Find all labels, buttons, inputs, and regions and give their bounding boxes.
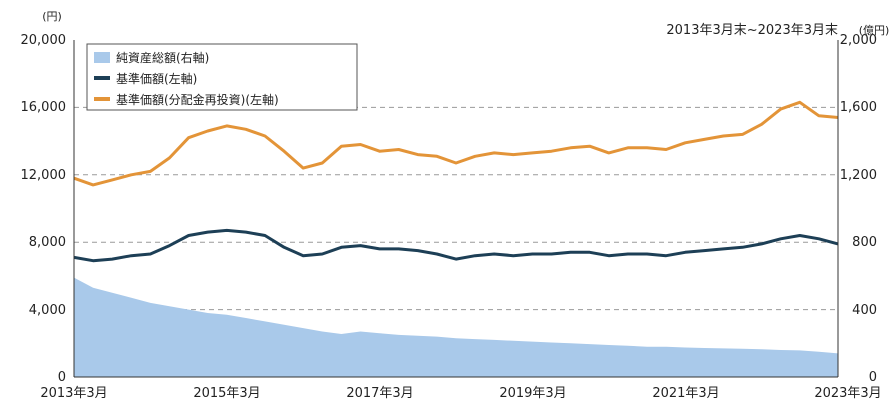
x-ticks: 2013年3月 2015年3月 2017年3月 2019年3月 2021年3月 … — [40, 386, 881, 401]
x-tick: 2021年3月 — [652, 386, 719, 401]
x-tick: 2023年3月 — [814, 386, 881, 401]
right-y-tick: 0 — [869, 370, 877, 385]
left-y-tick: 12,000 — [21, 168, 67, 183]
left-axis-unit: (円) — [42, 10, 62, 23]
series-line — [73, 100, 839, 187]
right-y-tick: 400 — [852, 303, 877, 318]
left-y-tick: 20,000 — [21, 33, 67, 48]
legend-box — [86, 43, 358, 111]
right-y-tick: 2,000 — [840, 33, 877, 48]
legend: 純資産総額(右軸) 基準価額(左軸) 基準価額(分配金再投資)(左軸) — [86, 43, 358, 111]
legend-label-nav: 基準価額(左軸) — [116, 71, 197, 86]
left-y-tick: 8,000 — [29, 235, 66, 250]
legend-label-net-assets: 純資産総額(右軸) — [116, 50, 209, 65]
legend-swatch-net-assets — [94, 52, 110, 63]
axes — [73, 40, 839, 378]
right-y-tick: 1,600 — [840, 100, 877, 115]
series-area-net-assets — [74, 277, 838, 377]
right-y-tick: 1,200 — [840, 168, 877, 183]
x-tick: 2013年3月 — [40, 386, 107, 401]
left-y-ticks: 0 4,000 8,000 12,000 16,000 20,000 — [21, 33, 67, 385]
x-tick: 2019年3月 — [499, 386, 566, 401]
period-label: 2013年3月末~2023年3月末 — [666, 23, 838, 38]
x-tick: 2015年3月 — [193, 386, 260, 401]
right-y-ticks: 0 400 800 1,200 1,600 2,000 — [840, 33, 877, 385]
left-y-tick: 16,000 — [21, 100, 67, 115]
left-y-tick: 4,000 — [29, 303, 66, 318]
right-y-tick: 800 — [852, 235, 877, 250]
legend-label-nav-reinvested: 基準価額(分配金再投資)(左軸) — [116, 92, 279, 107]
net-assets-area — [74, 277, 838, 377]
x-tick: 2017年3月 — [346, 386, 413, 401]
left-y-tick: 0 — [58, 370, 66, 385]
series-lines — [73, 100, 839, 263]
series-line — [73, 228, 839, 263]
right-axis-unit: (億円) — [859, 24, 890, 37]
